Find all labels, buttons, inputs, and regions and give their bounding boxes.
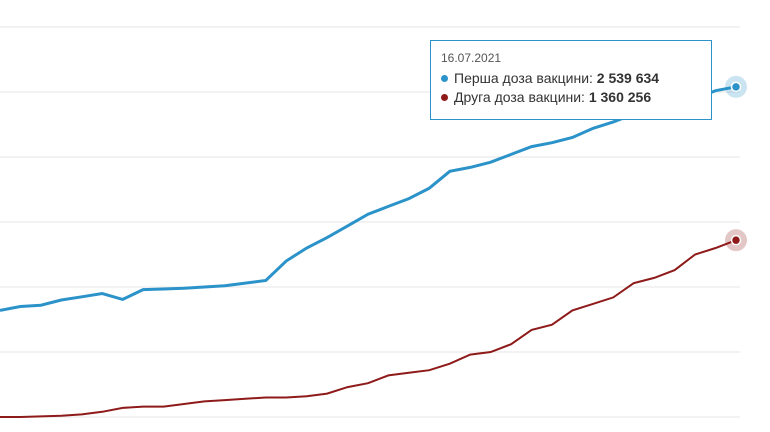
highlight-point-second-dose[interactable] <box>730 234 742 246</box>
series-line-first-dose <box>0 85 737 312</box>
chart-tooltip: 16.07.2021 Перша доза вакцини: 2 539 634… <box>430 40 712 120</box>
tooltip-row-second-dose: Друга доза вакцини: 1 360 256 <box>441 88 701 107</box>
tooltip-value-first-dose: 2 539 634 <box>596 70 660 86</box>
highlight-point-first-dose[interactable] <box>730 81 742 93</box>
legend-dot-first-dose <box>441 75 448 82</box>
tooltip-row-first-dose: Перша доза вакцини: 2 539 634 <box>441 69 701 88</box>
gridlines <box>0 26 740 418</box>
tooltip-date: 16.07.2021 <box>441 51 502 65</box>
tooltip-label-first-dose: Перша доза вакцини: <box>454 70 593 86</box>
series-line-second-dose <box>0 239 737 418</box>
tooltip-value-second-dose: 1 360 256 <box>588 89 652 105</box>
legend-dot-second-dose <box>441 94 448 101</box>
tooltip-label-second-dose: Друга доза вакцини: <box>454 89 585 105</box>
